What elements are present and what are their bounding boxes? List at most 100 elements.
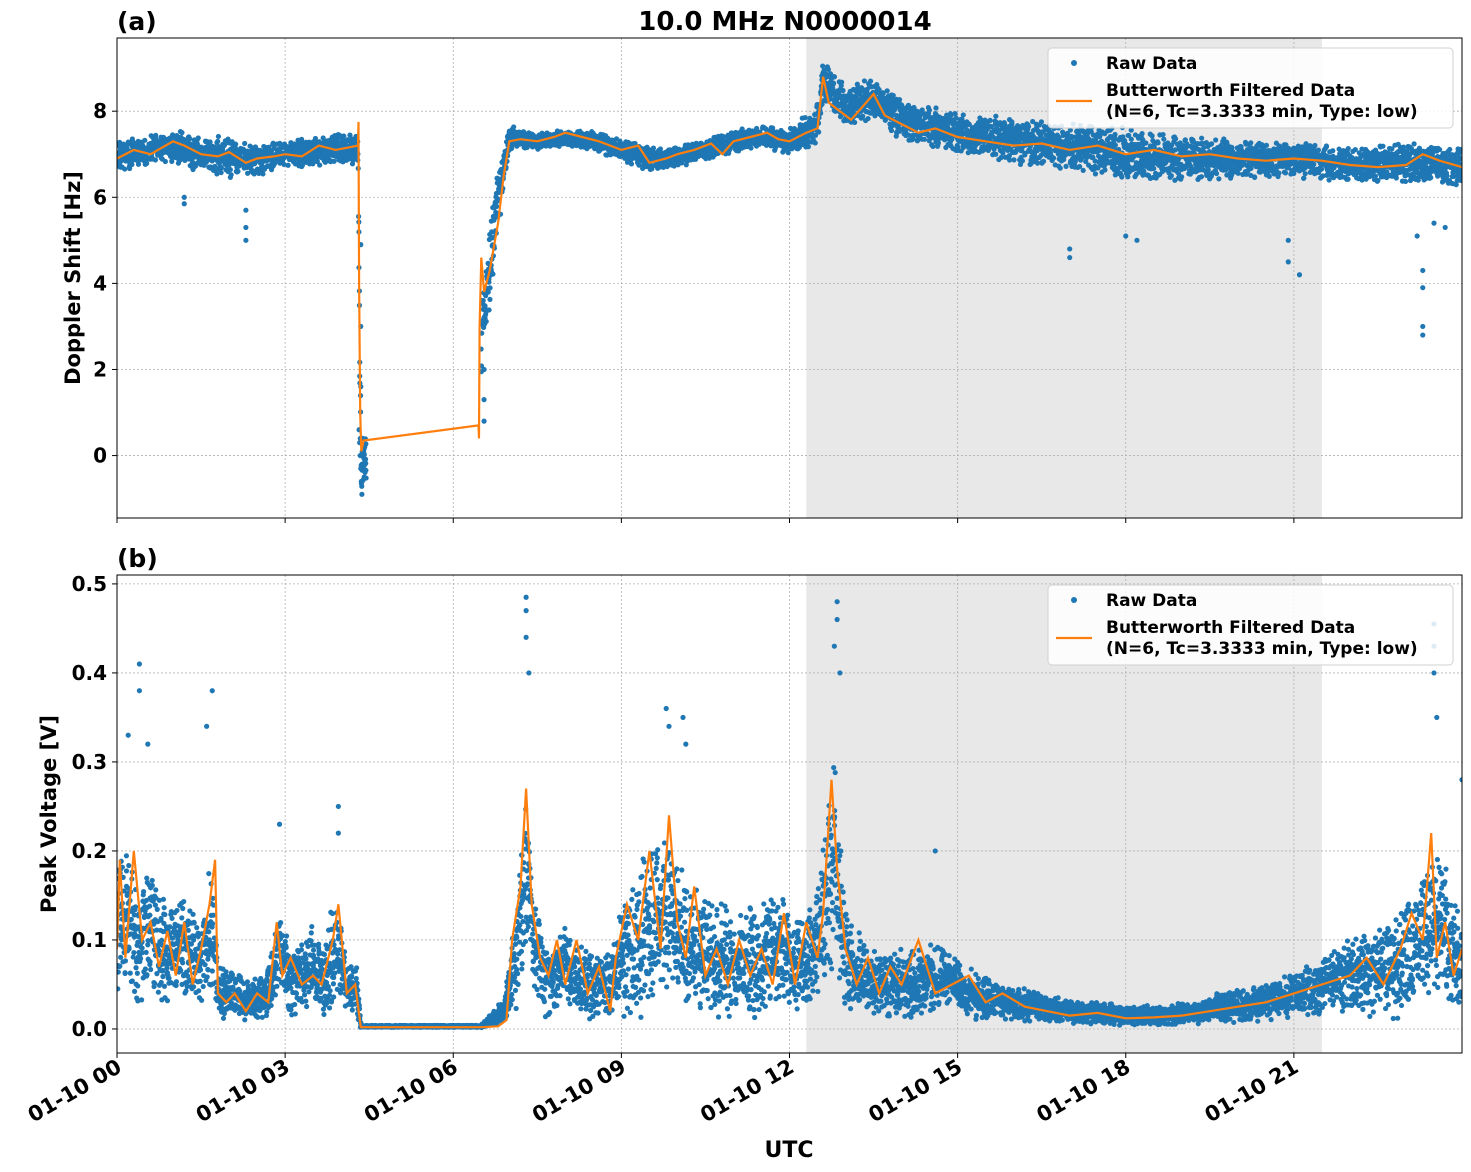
raw-data-point [169,158,175,164]
raw-data-point [218,169,224,176]
raw-data-point [362,456,369,462]
raw-data-point [1092,171,1099,177]
raw-data-point [487,296,493,303]
raw-data-point [1235,170,1241,176]
raw-data-point [1160,131,1166,138]
raw-data-point [1019,158,1026,164]
raw-data-point [122,166,128,172]
raw-data-point [1161,136,1167,142]
raw-data-point [860,113,866,119]
raw-data-point [135,161,142,167]
raw-data-point [1248,140,1254,146]
raw-data-point [242,140,248,147]
raw-data-point [1139,131,1145,137]
raw-data-point [317,162,323,168]
raw-data-point [486,307,492,313]
raw-data-point [748,145,754,151]
raw-data-point [812,140,818,146]
raw-data-point [1168,173,1174,179]
raw-data-point [285,162,291,168]
raw-data-point [888,127,895,134]
raw-data-point [993,113,999,119]
raw-data-point [1198,174,1205,180]
raw-data-point [1125,174,1131,180]
figure-title: 10.0 MHz N0000014 [638,7,931,37]
raw-data-point [363,460,369,466]
raw-data-point [359,483,365,489]
raw-data-point [1119,174,1125,180]
raw-data-point [260,171,266,177]
raw-data-point [314,158,320,164]
raw-data-point [363,467,369,473]
raw-data-point [1047,146,1053,153]
raw-data-point [805,144,812,150]
raw-data-point [1213,170,1220,177]
raw-data-point [153,132,159,138]
raw-data-point [830,80,837,86]
raw-data-point [1251,174,1258,180]
raw-data-point [1172,136,1179,142]
raw-data-point [1077,163,1083,170]
raw-data-point [831,74,838,80]
raw-data-point [953,115,959,121]
raw-data-point [227,166,233,173]
raw-data-point [865,115,871,122]
raw-data-point [921,136,927,142]
raw-data-point [1034,160,1041,166]
raw-data-point [144,160,150,166]
raw-data-point [1051,155,1057,161]
raw-data-point [228,172,234,178]
raw-data-point [1179,174,1185,180]
raw-data-point [233,141,239,147]
raw-data-point [494,203,500,210]
raw-data-point [485,289,491,295]
raw-data-point [960,112,966,118]
raw-data-point [867,78,874,84]
raw-data-point [816,129,822,135]
raw-data-point [935,140,941,146]
raw-data-point [839,79,845,85]
raw-data-point [215,133,222,140]
raw-data-point [884,88,890,94]
raw-data-point [162,158,168,165]
raw-data-point [952,110,958,117]
raw-data-point [1009,119,1015,125]
raw-data-point [1038,119,1045,125]
raw-data-point [195,135,201,141]
raw-data-point [1063,163,1069,169]
raw-data-point [1040,158,1047,164]
raw-data-point [1209,141,1215,147]
raw-data-point [1199,135,1205,141]
raw-data-point [861,78,868,84]
raw-data-point [142,137,148,143]
raw-data-point [270,141,276,147]
raw-data-point [495,196,501,202]
raw-data-point [993,151,999,157]
raw-data-point [852,119,858,126]
raw-data-point [221,142,228,148]
raw-data-point [310,161,316,167]
raw-data-point [187,136,193,142]
raw-data-point [1057,165,1063,171]
raw-data-point [933,105,939,111]
raw-data-point [926,107,933,113]
raw-data-point [1080,167,1086,173]
raw-data-point [316,139,322,145]
raw-data-point [628,161,635,167]
raw-data-point [1213,137,1219,143]
raw-data-point [320,135,326,141]
raw-data-point [480,297,486,304]
raw-data-point [235,168,241,174]
raw-data-point [930,143,936,150]
raw-data-point [299,162,305,168]
raw-data-point [129,161,135,168]
raw-data-point [347,132,353,138]
raw-data-point [218,165,224,171]
raw-data-point [1155,140,1161,146]
raw-data-point [245,170,251,176]
raw-data-point [1128,136,1134,142]
raw-data-point [188,141,194,147]
raw-data-point [483,318,489,325]
